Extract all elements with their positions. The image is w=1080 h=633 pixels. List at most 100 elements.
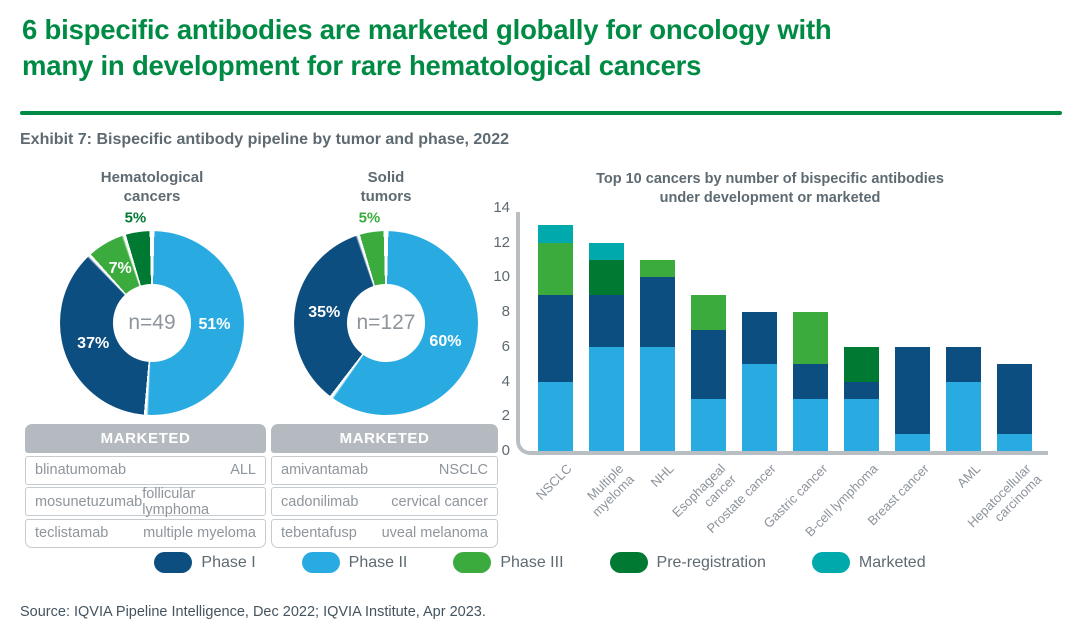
bar-segment-phase-i — [997, 364, 1032, 434]
bar-chart-title: Top 10 cancers by number of bispecific a… — [596, 171, 944, 206]
bar-segment-phase-iii — [793, 312, 828, 365]
legend-label: Pre-registration — [656, 553, 766, 571]
indication: multiple myeloma — [143, 525, 256, 541]
bar-segment-phase-ii — [640, 346, 675, 451]
donut-chart-hematological: n=49 51% 37% 7% 5% — [60, 210, 244, 415]
marketed-row: amivantamab NSCLC — [271, 455, 498, 485]
bar-segment-phase-iii — [538, 242, 573, 295]
bar-segment-phase-ii — [895, 433, 930, 451]
slice-label-phase-iii: 7% — [108, 260, 132, 278]
x-label: NHL — [648, 461, 678, 491]
bar-b-cell-lymphoma — [844, 208, 879, 451]
y-tick: 6 — [501, 337, 510, 355]
marketed-row: tebentafusp uveal melanoma — [271, 518, 498, 548]
x-label: Multiple myeloma — [583, 461, 637, 520]
bar-nhl — [640, 208, 675, 451]
drug-name: cadonilimab — [281, 493, 359, 510]
y-tick: 0 — [501, 442, 510, 459]
bar-aml — [946, 208, 981, 451]
legend-item-marketed: Marketed — [811, 552, 926, 573]
bar-esophageal-cancer — [691, 208, 726, 451]
bar-segment-phase-i — [742, 312, 777, 365]
bar-gastric-cancer — [793, 208, 828, 451]
legend-item-phase-iii: Phase III — [453, 552, 564, 573]
donut-center-label: n=127 — [356, 311, 416, 334]
bar-segment-marketed — [589, 242, 624, 261]
marketed-row: blinatumomab ALL — [25, 455, 266, 485]
bar-segment-phase-i — [640, 277, 675, 347]
donut-hole: n=127 — [347, 284, 425, 362]
y-tick: 4 — [501, 372, 510, 390]
bar-segment-phase-i — [895, 346, 930, 434]
bar-segment-phase-ii — [997, 433, 1032, 451]
drug-name: mosunetuzumab — [35, 493, 143, 510]
bar-segment-phase-i — [589, 294, 624, 347]
bar-segment-phase-i — [793, 364, 828, 399]
legend-swatch — [811, 552, 850, 573]
drug-name: teclistamab — [35, 525, 109, 541]
slice-label-phase-ii: 51% — [198, 315, 231, 333]
marketed-table-hematological: MARKETED blinatumomab ALL mosunetuzumab fol… — [25, 424, 266, 548]
bar-chart-plot: NSCLC Multiple myeloma NHL Esophageal cance… — [493, 199, 1048, 540]
legend-label: Phase I — [201, 553, 256, 571]
slice-label-phase-iii: 5% — [358, 209, 381, 227]
bar-prostate-cancer — [742, 208, 777, 451]
bar-segment-phase-i — [946, 346, 981, 382]
bar-segment-phase-i — [691, 329, 726, 399]
marketed-table-solid: MARKETED amivantamab NSCLC cadonilimab cerv… — [271, 424, 498, 548]
source-note: Source: IQVIA Pipeline Intelligence, Dec… — [20, 604, 486, 620]
legend-label: Marketed — [858, 553, 926, 571]
bar-segment-marketed — [538, 225, 573, 243]
bar-segment-phase-i — [844, 381, 879, 399]
bar-nsclc — [538, 208, 573, 451]
donut-hole: n=49 — [113, 284, 191, 362]
donut-center-label: n=49 — [128, 311, 176, 334]
bar-segment-pre-registration — [589, 260, 624, 295]
y-tick: 8 — [501, 303, 510, 321]
donut-title-hematological: Hematological cancers — [100, 169, 204, 205]
bar-hepatocellular-carcinoma — [997, 208, 1032, 451]
legend-swatch — [154, 552, 193, 573]
marketed-table-header: MARKETED — [271, 424, 498, 453]
x-label: AML — [953, 461, 984, 491]
bar-segment-phase-i — [538, 294, 573, 382]
slice-label-phase-i: 37% — [77, 335, 110, 353]
donut-chart-solid: n=127 60% 35% 5% — [294, 210, 478, 415]
indication: cervical cancer — [391, 493, 488, 510]
bar-segment-phase-ii — [844, 398, 879, 451]
x-axis-labels: NSCLC Multiple myeloma NHL Esophageal cance… — [520, 451, 1048, 540]
drug-name: amivantamab — [281, 462, 369, 478]
bar-segment-phase-ii — [691, 398, 726, 451]
y-tick: 10 — [493, 268, 510, 286]
indication: uveal melanoma — [381, 525, 488, 541]
legend-swatch — [609, 552, 648, 573]
legend-swatch — [453, 552, 492, 573]
slice-label-pre-registration: 5% — [124, 209, 147, 227]
x-label: NSCLC — [533, 461, 576, 503]
slice-label-phase-i: 35% — [308, 304, 341, 322]
bar-segment-phase-ii — [589, 346, 624, 451]
bar-segment-phase-ii — [946, 381, 981, 451]
page-title: 6 bispecific antibodies are marketed glo… — [22, 14, 832, 81]
bar-breast-cancer — [895, 208, 930, 451]
legend-label: Phase III — [500, 553, 564, 571]
marketed-row: mosunetuzumab follicular lymphoma — [25, 486, 266, 518]
legend-item-pre-registration: Pre-registration — [609, 552, 766, 573]
exhibit-caption: Exhibit 7: Bispecific antibody pipeline … — [20, 131, 509, 148]
bar-segment-phase-ii — [793, 398, 828, 451]
bar-multiple-myeloma — [589, 208, 624, 451]
indication: NSCLC — [438, 462, 488, 478]
slice-label-phase-ii: 60% — [429, 333, 462, 351]
y-tick: 12 — [493, 233, 510, 251]
bar-segment-phase-ii — [742, 364, 777, 451]
drug-name: blinatumomab — [35, 462, 127, 478]
phase-legend: Phase I Phase II Phase III Pre-registration… — [0, 552, 1080, 573]
bar-segment-phase-iii — [640, 260, 675, 278]
donut-title-solid: Solid tumors — [360, 169, 412, 205]
y-tick: 2 — [501, 407, 510, 425]
legend-item-phase-ii: Phase II — [301, 552, 407, 573]
marketed-row: teclistamab multiple myeloma — [25, 518, 266, 548]
marketed-row: cadonilimab cervical cancer — [271, 487, 498, 516]
bar-segment-phase-ii — [538, 381, 573, 451]
